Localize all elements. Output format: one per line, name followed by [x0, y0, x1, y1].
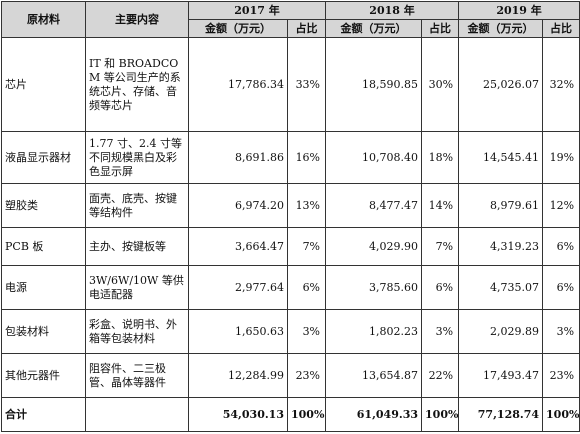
amount-2017-cell: 6,974.20 [188, 183, 288, 228]
content-cell: 1.77 寸、2.4 寸等不同规模黑白及彩色显示屏 [85, 131, 189, 184]
share-2018-cell: 14% [421, 183, 460, 228]
header-amount-2017: 金额（万元） [188, 19, 288, 38]
share-2019-cell: 6% [542, 227, 580, 266]
table-row: 塑胶类 面壳、底壳、按键等结构件 6,974.20 13% 8,477.47 1… [1, 183, 580, 228]
share-2017-cell: 6% [286, 265, 327, 310]
header-material: 原材料 [1, 1, 86, 38]
amount-2018-cell: 18,590.85 [325, 37, 423, 132]
table-row: 液晶显示器材 1.77 寸、2.4 寸等不同规模黑白及彩色显示屏 8,691.8… [1, 131, 580, 184]
content-cell: IT 和 BROADCOM 等公司生产的系统芯片、存储、音频等芯片 [85, 37, 189, 132]
amount-2018-cell: 8,477.47 [325, 183, 423, 228]
header-share-2018: 占比 [421, 19, 460, 38]
table-row: 电源 3W/6W/10W 等供电适配器 2,977.64 6% 3,785.60… [1, 265, 580, 310]
amount-2018-cell: 10,708.40 [325, 131, 423, 184]
share-2019-cell: 32% [542, 37, 580, 132]
share-2018-cell: 22% [421, 353, 460, 398]
header-year-2019: 2019 年 [458, 1, 580, 20]
amount-2017-cell: 2,977.64 [188, 265, 288, 310]
header-year-2018: 2018 年 [325, 1, 460, 20]
content-cell: 主办、按键板等 [85, 227, 189, 266]
total-amount-2019: 77,128.74 [458, 397, 544, 432]
amount-2019-cell: 4,319.23 [458, 227, 544, 266]
amount-2019-cell: 2,029.89 [458, 309, 544, 354]
header-amount-2019: 金额（万元） [458, 19, 544, 38]
total-share-2018: 100% [421, 397, 460, 432]
total-amount-2018: 61,049.33 [325, 397, 423, 432]
content-cell: 彩盒、说明书、外箱等包装材料 [85, 309, 189, 354]
content-cell: 3W/6W/10W 等供电适配器 [85, 265, 189, 310]
amount-2017-cell: 17,786.34 [188, 37, 288, 132]
share-2019-cell: 3% [542, 309, 580, 354]
material-cell: 其他元器件 [1, 353, 86, 398]
share-2018-cell: 7% [421, 227, 460, 266]
material-cell: 液晶显示器材 [1, 131, 86, 184]
share-2018-cell: 6% [421, 265, 460, 310]
total-amount-2017: 54,030.13 [188, 397, 288, 432]
share-2017-cell: 13% [286, 183, 327, 228]
share-2018-cell: 3% [421, 309, 460, 354]
share-2018-cell: 30% [421, 37, 460, 132]
share-2019-cell: 6% [542, 265, 580, 310]
amount-2018-cell: 3,785.60 [325, 265, 423, 310]
total-content-cell [85, 397, 189, 432]
table-row: 其他元器件 阻容件、二三极管、晶体等器件 12,284.99 23% 13,65… [1, 353, 580, 398]
header-amount-2018: 金额（万元） [325, 19, 423, 38]
content-cell: 面壳、底壳、按键等结构件 [85, 183, 189, 228]
header-share-2017: 占比 [286, 19, 327, 38]
amount-2019-cell: 4,735.07 [458, 265, 544, 310]
material-cell: 芯片 [1, 37, 86, 132]
share-2019-cell: 12% [542, 183, 580, 228]
share-2017-cell: 7% [286, 227, 327, 266]
amount-2017-cell: 8,691.86 [188, 131, 288, 184]
total-row: 合计 54,030.13 100% 61,049.33 100% 77,128.… [1, 397, 580, 432]
share-2019-cell: 23% [542, 353, 580, 398]
share-2018-cell: 18% [421, 131, 460, 184]
share-2017-cell: 33% [286, 37, 327, 132]
share-2017-cell: 3% [286, 309, 327, 354]
material-cell: 电源 [1, 265, 86, 310]
amount-2017-cell: 3,664.47 [188, 227, 288, 266]
table-row: 芯片 IT 和 BROADCOM 等公司生产的系统芯片、存储、音频等芯片 17,… [1, 37, 580, 132]
amount-2019-cell: 14,545.41 [458, 131, 544, 184]
material-cell: 塑胶类 [1, 183, 86, 228]
material-cell: 包装材料 [1, 309, 86, 354]
amount-2018-cell: 13,654.87 [325, 353, 423, 398]
amount-2019-cell: 17,493.47 [458, 353, 544, 398]
total-label: 合计 [1, 397, 86, 432]
share-2017-cell: 16% [286, 131, 327, 184]
amount-2018-cell: 4,029.90 [325, 227, 423, 266]
share-2019-cell: 19% [542, 131, 580, 184]
material-cell: PCB 板 [1, 227, 86, 266]
amount-2017-cell: 1,650.63 [188, 309, 288, 354]
amount-2018-cell: 1,802.23 [325, 309, 423, 354]
amount-2019-cell: 8,979.61 [458, 183, 544, 228]
table-row: 包装材料 彩盒、说明书、外箱等包装材料 1,650.63 3% 1,802.23… [1, 309, 580, 354]
share-2017-cell: 23% [286, 353, 327, 398]
table-row: PCB 板 主办、按键板等 3,664.47 7% 4,029.90 7% 4,… [1, 227, 580, 266]
header-content: 主要内容 [85, 1, 189, 38]
amount-2019-cell: 25,026.07 [458, 37, 544, 132]
total-share-2019: 100% [542, 397, 580, 432]
header-year-2017: 2017 年 [187, 1, 327, 20]
total-share-2017: 100% [286, 397, 327, 432]
amount-2017-cell: 12,284.99 [188, 353, 288, 398]
content-cell: 阻容件、二三极管、晶体等器件 [85, 353, 189, 398]
header-share-2019: 占比 [542, 19, 580, 38]
